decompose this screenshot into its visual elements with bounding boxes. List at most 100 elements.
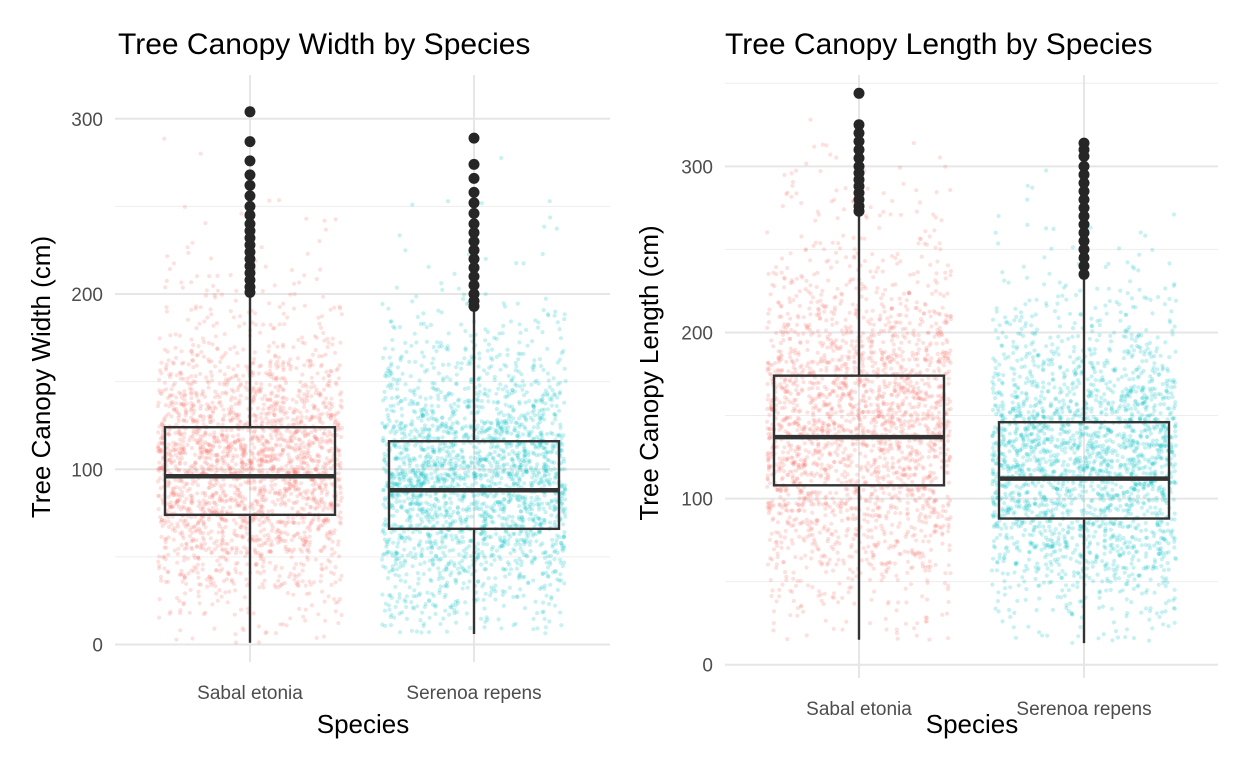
jitter-point: [157, 566, 162, 571]
jitter-point: [542, 392, 547, 397]
jitter-point: [411, 409, 416, 414]
jitter-point: [317, 500, 322, 505]
jitter-point: [260, 449, 265, 454]
jitter-point: [173, 452, 178, 458]
jitter-point: [228, 465, 233, 471]
jitter-point: [186, 506, 191, 511]
jitter-point: [415, 513, 420, 518]
jitter-point: [160, 497, 165, 502]
jitter-point: [214, 458, 219, 463]
jitter-point: [329, 547, 335, 552]
jitter-point: [259, 494, 265, 500]
jitter-point: [323, 352, 328, 357]
jitter-point: [503, 394, 508, 399]
jitter-point: [263, 630, 268, 636]
jitter-point: [940, 341, 945, 346]
jitter-point: [298, 443, 303, 448]
jitter-point: [187, 486, 192, 491]
jitter-point: [441, 523, 446, 528]
outlier-point: [468, 300, 480, 312]
jitter-point: [325, 383, 330, 388]
jitter-point: [229, 547, 234, 552]
jitter-point: [420, 547, 425, 552]
jitter-point: [193, 467, 198, 472]
jitter-point: [215, 598, 220, 603]
jitter-point: [167, 393, 172, 399]
jitter-point: [267, 301, 272, 306]
jitter-point: [195, 431, 200, 436]
jitter-point: [322, 504, 327, 509]
jitter-point: [270, 372, 275, 377]
jitter-point: [388, 319, 393, 324]
jitter-point: [419, 363, 424, 368]
panel-title: Tree Canopy Width by Species: [118, 28, 530, 61]
jitter-point: [163, 403, 168, 408]
jitter-point: [524, 469, 529, 474]
jitter-point: [306, 442, 312, 447]
jitter-point: [427, 427, 432, 433]
jitter-point: [449, 570, 454, 575]
jitter-point: [221, 353, 226, 358]
jitter-point: [269, 458, 274, 463]
jitter-point: [155, 404, 161, 409]
jitter-point: [173, 332, 178, 337]
jitter-point: [459, 361, 464, 366]
jitter-point: [226, 453, 231, 458]
jitter-point: [397, 611, 402, 616]
jitter-point: [289, 491, 294, 496]
jitter-point: [190, 417, 195, 423]
jitter-point: [541, 308, 546, 313]
jitter-point: [195, 352, 201, 357]
jitter-point: [321, 507, 326, 512]
jitter-point: [504, 517, 509, 522]
jitter-point: [302, 273, 307, 278]
jitter-point: [531, 557, 536, 562]
jitter-point: [432, 447, 437, 452]
jitter-point: [517, 465, 522, 470]
jitter-point: [474, 503, 479, 508]
jitter-point: [396, 540, 401, 545]
jitter-point: [165, 254, 170, 259]
jitter-point: [207, 485, 212, 490]
jitter-point: [384, 407, 389, 412]
jitter-point: [306, 496, 312, 501]
jitter-point: [548, 582, 553, 587]
jitter-point: [392, 326, 397, 331]
jitter-point: [199, 450, 205, 455]
jitter-point: [560, 564, 565, 569]
jitter-point: [337, 392, 343, 397]
jitter-point: [302, 460, 307, 465]
jitter-point: [243, 524, 248, 529]
jitter-point: [407, 479, 412, 484]
jitter-point: [287, 470, 292, 475]
jitter-point: [527, 431, 532, 436]
jitter-point: [308, 385, 314, 390]
jitter-point: [201, 469, 206, 474]
jitter-point: [300, 372, 305, 377]
jitter-point: [500, 469, 505, 474]
jitter-point: [208, 420, 213, 425]
jitter-point: [437, 570, 442, 575]
jitter-point: [223, 590, 228, 595]
jitter-point: [202, 447, 207, 452]
jitter-point: [225, 449, 230, 454]
jitter-point: [533, 498, 538, 503]
jitter-point: [211, 580, 216, 586]
jitter-point: [421, 571, 426, 577]
jitter-point: [233, 640, 238, 645]
jitter-point: [338, 516, 343, 521]
jitter-point: [269, 390, 275, 395]
jitter-point: [158, 574, 163, 580]
jitter-point: [544, 593, 549, 598]
jitter-point: [311, 580, 317, 585]
jitter-point: [204, 448, 209, 453]
jitter-point: [256, 551, 261, 556]
jitter-point: [210, 495, 215, 500]
jitter-point: [271, 407, 276, 412]
jitter-point: [562, 312, 567, 317]
jitter-point: [317, 417, 322, 422]
jitter-point: [164, 414, 169, 419]
jitter-point: [399, 426, 404, 431]
jitter-point: [462, 386, 467, 391]
